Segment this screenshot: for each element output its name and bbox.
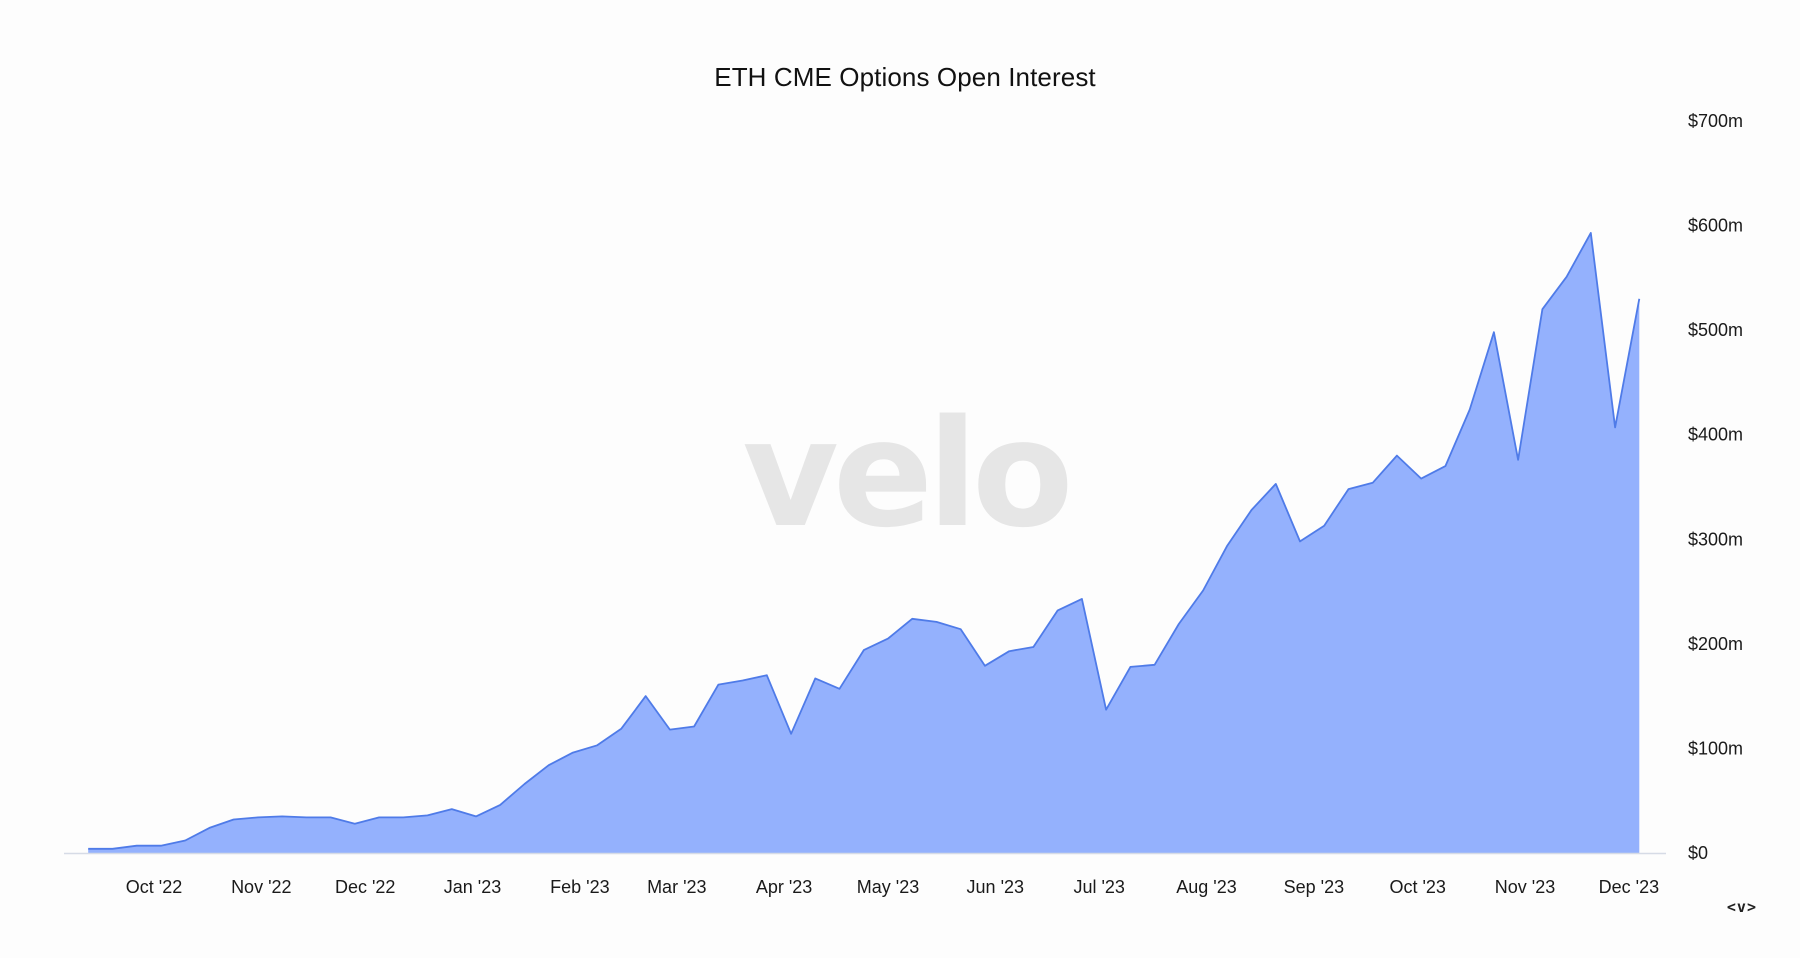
x-tick-label: Apr '23 bbox=[756, 877, 812, 897]
y-tick-label: $300m bbox=[1688, 529, 1743, 549]
x-tick-label: Jan '23 bbox=[444, 877, 501, 897]
series-line bbox=[88, 232, 1641, 850]
y-tick-label: $0 bbox=[1688, 843, 1708, 863]
y-tick-label: $500m bbox=[1688, 320, 1743, 340]
x-tick-label: Mar '23 bbox=[647, 877, 706, 897]
y-tick-label: $100m bbox=[1688, 738, 1743, 758]
x-tick-label: Dec '22 bbox=[335, 877, 395, 897]
series-area bbox=[88, 232, 1641, 853]
x-tick-label: Dec '23 bbox=[1599, 877, 1659, 897]
area-fill bbox=[88, 232, 1640, 853]
x-tick-label: Nov '23 bbox=[1495, 877, 1555, 897]
x-tick-label: Feb '23 bbox=[550, 877, 609, 897]
x-tick-label: Jul '23 bbox=[1073, 877, 1124, 897]
chart-title: ETH CME Options Open Interest bbox=[714, 62, 1096, 92]
y-tick-label: $600m bbox=[1688, 216, 1743, 236]
y-tick-label: $200m bbox=[1688, 634, 1743, 654]
x-tick-label: Oct '23 bbox=[1389, 877, 1445, 897]
x-tick-label: Jun '23 bbox=[967, 877, 1024, 897]
y-tick-label: $400m bbox=[1688, 425, 1743, 445]
y-tick-label: $700m bbox=[1688, 111, 1743, 131]
chart-navigation-control[interactable]: <v> bbox=[1726, 898, 1757, 916]
x-tick-label: Sep '23 bbox=[1284, 877, 1345, 897]
watermark-text: velo bbox=[742, 388, 1068, 560]
x-tick-label: Aug '23 bbox=[1176, 877, 1237, 897]
x-tick-label: Oct '22 bbox=[126, 877, 182, 897]
velo-watermark: velo bbox=[742, 388, 1074, 560]
x-tick-label: Nov '22 bbox=[231, 877, 291, 897]
x-axis-ticks: Oct '22 Nov '22 Dec '22 Jan '23 Feb '23 Mar '… bbox=[126, 877, 1659, 897]
x-tick-label: May '23 bbox=[857, 877, 919, 897]
y-axis-ticks: $0 $100m $200m $300m $400m $500m $600m $700m bbox=[1688, 111, 1743, 863]
